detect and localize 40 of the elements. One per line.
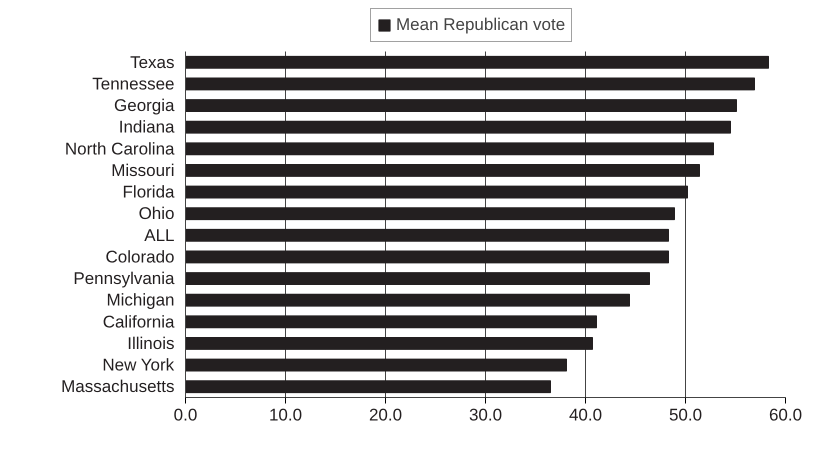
x-tick-label: 60.0 xyxy=(768,406,802,424)
y-tick-label: Florida xyxy=(122,182,176,202)
x-tick-label: 10.0 xyxy=(268,406,302,424)
bar xyxy=(186,380,551,394)
bar xyxy=(186,315,597,328)
y-tick-label: Tennessee xyxy=(92,74,175,94)
y-tick-label: Indiana xyxy=(118,118,176,137)
y-tick-label: Massachusetts xyxy=(61,377,175,396)
y-tick-label: Ohio xyxy=(138,204,175,224)
x-tick-label: 40.0 xyxy=(568,406,602,424)
bar xyxy=(186,250,669,264)
y-tick-label: New York xyxy=(102,356,175,375)
y-tick-label: California xyxy=(102,312,176,332)
bar xyxy=(186,56,769,69)
bar xyxy=(186,120,731,134)
bar xyxy=(186,228,669,242)
y-tick-label: Missouri xyxy=(111,160,175,180)
x-tick-label: 0.0 xyxy=(174,406,198,424)
y-tick-label: Georgia xyxy=(114,96,176,116)
x-tick-label: 30.0 xyxy=(468,406,502,424)
bar xyxy=(186,186,688,199)
bar xyxy=(186,77,755,90)
bar xyxy=(186,164,700,177)
bar xyxy=(186,99,737,112)
bar xyxy=(186,142,714,156)
y-tick-label: ALL xyxy=(144,226,174,245)
x-tick-label: 20.0 xyxy=(368,406,402,424)
bar xyxy=(186,207,675,220)
y-tick-label: North Carolina xyxy=(64,139,176,158)
y-tick-label: Pennsylvania xyxy=(73,269,176,288)
bar xyxy=(186,294,630,307)
legend-label: Mean Republican vote xyxy=(396,15,566,35)
bar xyxy=(186,336,593,350)
y-tick-label: Michigan xyxy=(106,290,175,310)
y-tick-label: Colorado xyxy=(106,247,175,266)
x-tick-label: 50.0 xyxy=(668,406,702,424)
bar xyxy=(186,358,567,372)
y-tick-label: Illinois xyxy=(127,334,175,353)
y-tick-label: Texas xyxy=(130,52,175,72)
bar xyxy=(186,272,650,286)
